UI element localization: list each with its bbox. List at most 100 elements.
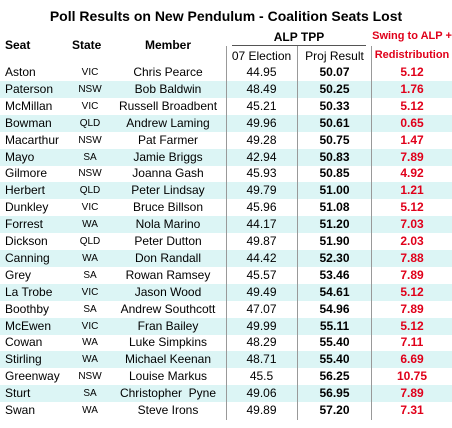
seat: Canning (5, 250, 50, 265)
proj-value: 51.00 (319, 183, 350, 198)
table-row: Paterson NSW Bob Baldwin 48.49 50.25 1.76 (0, 80, 452, 98)
election-value: 45.21 (246, 98, 277, 113)
table-row: Swan WA Steve Irons 49.89 57.20 7.31 (0, 402, 452, 419)
member: Bruce Billson (132, 200, 204, 215)
election-value: 49.96 (246, 115, 277, 130)
proj-value: 51.08 (319, 200, 350, 215)
member: Chris Pearce (133, 65, 203, 79)
state: VIC (81, 320, 99, 332)
seat: Stirling (5, 352, 42, 367)
swing-value: 7.31 (400, 403, 424, 417)
election-value: 49.49 (246, 284, 277, 299)
proj-value: 51.20 (319, 217, 350, 232)
election-value: 48.71 (246, 352, 277, 367)
state: NSW (78, 168, 102, 180)
election-value: 42.94 (246, 149, 277, 164)
swing-value: 7.89 (400, 149, 424, 164)
state: SA (83, 388, 97, 400)
table-row: McMillan VIC Russell Broadbent 45.21 50.33 5.… (0, 98, 452, 115)
seat: Dickson (5, 234, 48, 248)
election-value: 44.42 (246, 250, 277, 265)
table-row: Forrest WA Nola Marino 44.17 51.20 7.03 (0, 216, 452, 234)
proj-value: 55.11 (319, 318, 350, 333)
table-row: Aston VIC Chris Pearce 44.95 50.07 5.12 (0, 64, 452, 81)
seat: Grey (5, 267, 32, 282)
col-header: Seat (5, 38, 31, 52)
member: Jason Wood (134, 284, 202, 299)
swing-value: 0.65 (400, 115, 424, 130)
state: SA (83, 151, 97, 163)
member: Luke Simpkins (128, 335, 208, 350)
table-row: Gilmore NSW Joanna Gash 45.93 50.85 4.92 (0, 165, 452, 182)
proj-value: 50.85 (319, 166, 350, 181)
proj-value: 54.61 (319, 284, 350, 299)
swing-value: 10.75 (396, 369, 428, 384)
table-row: Mayo SA Jamie Briggs 42.94 50.83 7.89 (0, 148, 452, 166)
member: Jamie Briggs (133, 149, 203, 164)
swing-value: 5.12 (400, 318, 424, 333)
member: Russell Broadbent (118, 98, 218, 113)
state: NSW (78, 83, 102, 95)
swing-value: 2.03 (400, 234, 424, 248)
seat: Bowman (5, 115, 52, 130)
state: QLD (79, 117, 101, 129)
seat: Forrest (5, 217, 44, 232)
member: Fran Bailey (137, 318, 199, 333)
swing-value: 7.89 (400, 301, 424, 316)
table-row: Dickson QLD Peter Dutton 49.87 51.90 2.03 (0, 233, 452, 250)
table-row: Grey SA Rowan Ramsey 45.57 53.46 7.89 (0, 267, 452, 284)
proj-value: 50.61 (319, 115, 350, 130)
state: SA (83, 303, 97, 315)
election-value: 49.87 (246, 234, 277, 248)
header-rule (232, 45, 366, 46)
state: SA (83, 269, 97, 281)
proj-value: 50.25 (319, 81, 350, 96)
swing-value: 1.76 (400, 81, 424, 96)
seat: Boothby (5, 301, 50, 316)
election-value: 44.95 (246, 65, 277, 79)
swing-value: 1.47 (400, 132, 424, 147)
state: WA (82, 405, 98, 416)
proj-value: 56.25 (319, 369, 350, 384)
member: Andrew Laming (126, 115, 210, 130)
state: VIC (81, 202, 99, 214)
swing-value: 7.89 (400, 386, 424, 401)
state: NSW (78, 371, 102, 383)
election-value: 44.17 (246, 217, 277, 232)
state: NSW (78, 134, 102, 146)
col-header: Member (144, 38, 191, 52)
col-header: Redistribution (374, 49, 450, 61)
proj-value: 50.07 (319, 65, 350, 79)
table-row: Greenway NSW Louise Markus 45.5 56.25 10.75 (0, 368, 452, 385)
seat: Sturt (5, 386, 31, 401)
table-row: Cowan WA Luke Simpkins 48.29 55.40 7.11 (0, 334, 452, 351)
table-row: Macarthur NSW Pat Farmer 49.28 50.75 1.47 (0, 132, 452, 149)
election-value: 49.89 (246, 403, 277, 417)
proj-value: 50.83 (319, 149, 350, 164)
column-divider (371, 46, 372, 420)
state: QLD (79, 236, 101, 247)
member: Michael Keenan (124, 352, 212, 367)
member: Rowan Ramsey (125, 267, 211, 282)
col-header: ALP TPP (273, 30, 325, 44)
swing-value: 5.12 (400, 200, 424, 215)
election-value: 48.49 (246, 81, 277, 96)
election-value: 48.29 (246, 335, 277, 350)
col-header: Swing to ALP + (372, 30, 452, 42)
swing-value: 7.89 (400, 267, 424, 282)
seat: McEwen (5, 318, 52, 333)
seat: Cowan (5, 335, 43, 350)
state: WA (82, 337, 98, 349)
election-value: 45.57 (246, 267, 277, 282)
seat: Gilmore (5, 166, 48, 181)
seat: Mayo (5, 149, 35, 164)
member: Nola Marino (135, 217, 201, 232)
seat: La Trobe (5, 284, 53, 299)
member: Pat Farmer (137, 132, 198, 147)
swing-value: 7.88 (400, 250, 424, 265)
column-divider (226, 46, 227, 420)
state: WA (82, 354, 98, 366)
member: Don Randall (134, 250, 202, 265)
state: QLD (79, 185, 101, 197)
seat: Aston (5, 65, 36, 79)
